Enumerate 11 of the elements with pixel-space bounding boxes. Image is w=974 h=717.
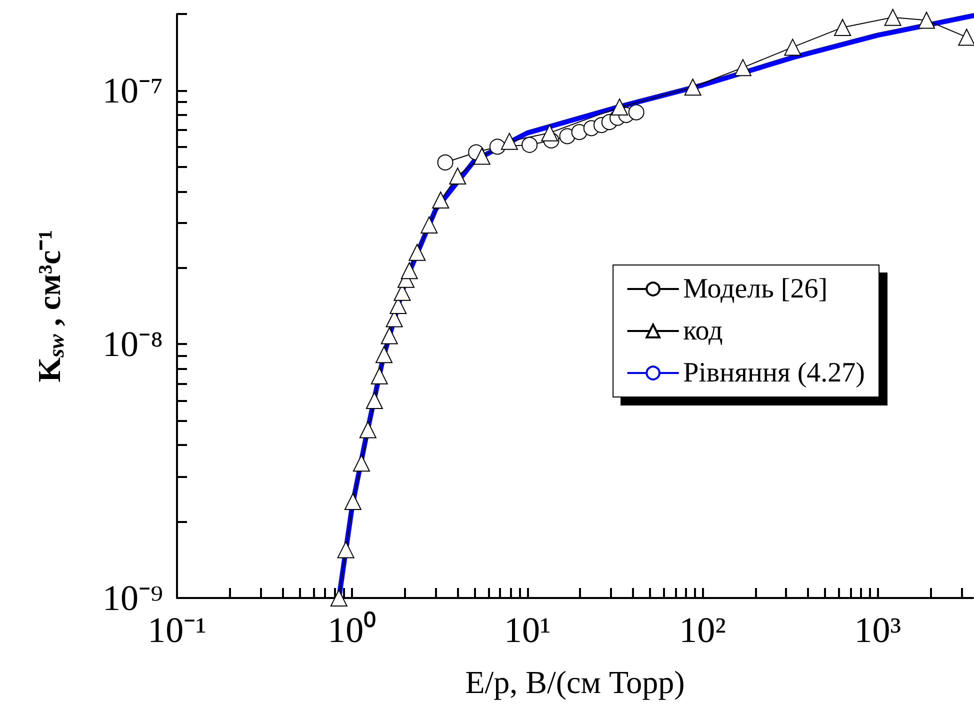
x-axis-title: E/p, В/(см Торр) [465,664,685,700]
legend-label: код [683,316,723,346]
y-tick-label: 10⁻⁸ [102,324,163,364]
x-tick-label: 10¹ [504,610,551,650]
legend-label: Рівняння (4.27) [683,358,866,388]
x-tick-label: 10² [679,610,726,650]
y-axis-title: Ksw , см³с⁻¹ [31,230,68,382]
y-tick-label: 10⁻⁷ [102,70,163,110]
x-tick-label: 10⁰ [328,610,377,650]
legend-label: Модель [26] [683,274,828,304]
x-tick-label: 10³ [854,610,902,650]
